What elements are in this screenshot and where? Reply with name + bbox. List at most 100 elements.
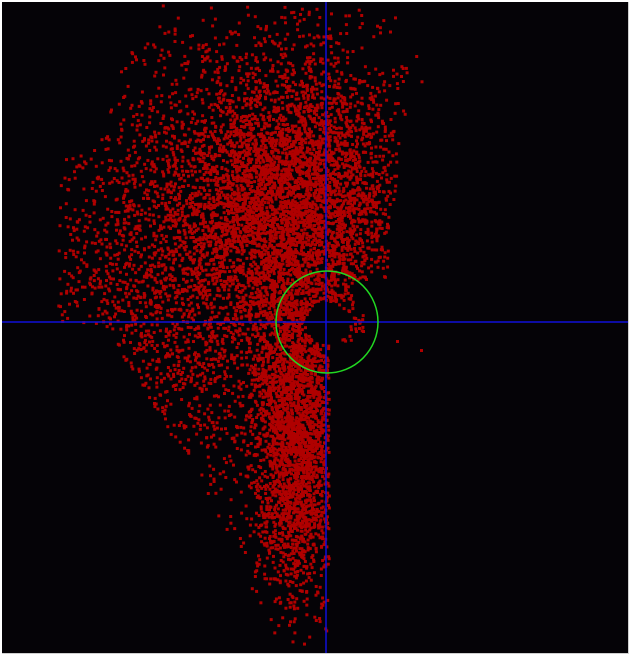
scatter-point [214,234,217,238]
scatter-point [267,219,271,223]
scatter-point [296,528,299,532]
scatter-point [179,176,183,180]
scatter-point [155,323,159,327]
scatter-point [153,402,156,405]
scatter-point [269,577,273,581]
scatter-point [258,485,262,489]
scatter-point [291,278,294,282]
scatter-point [336,260,340,264]
scatter-point [254,175,258,179]
scatter-point [254,436,258,440]
scatter-point [154,402,158,406]
scatter-point [76,250,80,254]
scatter-point [313,62,317,66]
scatter-point [109,246,113,250]
scatter-point [234,88,238,92]
scatter-point [288,240,292,244]
scatter-point [153,180,157,184]
scatter-point [329,34,333,38]
scatter-point [242,78,246,82]
scatter-point [243,170,247,174]
scatter-point [216,71,220,75]
scatter-point [291,372,295,376]
scatter-point [361,136,365,140]
scatter-point [193,351,197,355]
scatter-point [86,226,90,230]
scatter-point [247,484,251,488]
scatter-point [286,87,290,91]
scatter-point [237,145,241,149]
scatter-point [287,513,291,517]
scatter-point [240,252,244,256]
scatter-point [361,325,365,329]
scatter-point [167,252,171,256]
scatter-point [125,328,129,332]
scatter-point [224,135,228,139]
scatter-point [118,232,121,236]
scatter-point [299,500,303,504]
scatter-point [360,121,364,125]
scatter-point [288,136,292,140]
scatter-point [322,245,326,249]
scatter-point [94,250,98,254]
scatter-point [65,289,69,293]
scatter-point [351,50,355,53]
scatter-point [281,405,285,409]
scatter-point [232,306,236,310]
scatter-point [174,224,178,228]
scatter-point [306,504,310,508]
scatter-point [279,559,283,562]
scatter-point [304,336,308,340]
scatter-point [237,289,241,293]
scatter-point [273,308,277,312]
scatter-point [223,409,227,413]
scatter-point [379,145,383,149]
scatter-point [173,218,177,222]
scatter-point [303,309,307,313]
scatter-point [215,394,218,398]
scatter-point [211,108,215,112]
scatter-point [322,249,326,253]
scatter-point [280,351,284,355]
scatter-point [333,56,337,60]
scatter-point [125,295,129,299]
scatter-point [281,616,285,620]
scatter-point [260,134,263,138]
scatter-point [275,352,279,356]
scatter-point [164,285,168,289]
scatter-point [192,209,196,213]
scatter-point [373,201,377,205]
scatter-point [284,563,288,567]
scatter-point [116,138,120,142]
scatter-point [180,377,184,381]
scatter-point [273,166,277,170]
scatter-point [347,238,351,242]
scatter-point [303,344,307,348]
scatter-point [200,387,204,391]
scatter-point [209,382,213,385]
scatter-point [230,79,234,83]
scatter-point [75,165,79,169]
scatter-point [283,143,287,147]
scatter-point [269,178,273,181]
scatter-point [348,214,352,218]
scatter-point [153,245,157,248]
scatter-point [349,74,353,77]
scatter-point [284,21,287,25]
scatter-point [203,366,207,370]
scatter-point [315,267,319,271]
scatter-point [341,133,345,137]
scatter-point [312,273,316,277]
scatter-point [256,442,260,446]
scatter-point [129,309,133,313]
scatter-point [313,196,317,200]
scatter-point [175,147,179,150]
scatter-point [218,100,222,104]
scatter-point [283,438,287,442]
scatter-point [236,240,240,243]
scatter-point [208,403,212,407]
scatter-point [278,523,282,527]
scatter-point [263,577,267,581]
